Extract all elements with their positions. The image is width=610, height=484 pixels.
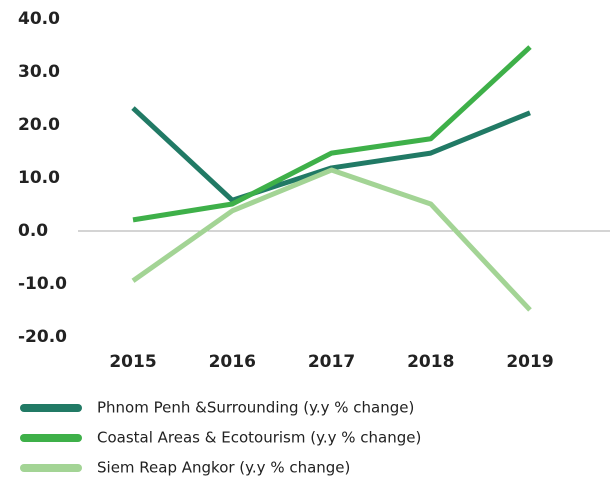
x-tick-label: 2018	[407, 352, 454, 372]
y-tick-label: 0.0	[18, 221, 48, 241]
y-tick-label: 40.0	[18, 9, 60, 29]
y-tick-label: 30.0	[18, 62, 60, 82]
legend-label: Phnom Penh &Surrounding (y.y % change)	[97, 399, 414, 417]
legend-label: Siem Reap Angkor (y.y % change)	[97, 459, 350, 477]
y-tick-label: -20.0	[18, 327, 67, 347]
legend-label: Coastal Areas & Ecotourism (y.y % change…	[97, 429, 421, 447]
x-tick-label: 2019	[506, 352, 553, 372]
x-tick-label: 2015	[109, 352, 156, 372]
series-line	[131, 167, 532, 312]
x-tick-label: 2017	[308, 352, 355, 372]
y-tick-label: 20.0	[18, 115, 60, 135]
x-tick-label: 2016	[209, 352, 256, 372]
y-tick-label: -10.0	[18, 274, 67, 294]
series-line	[132, 45, 532, 223]
y-tick-label: 10.0	[18, 168, 60, 188]
